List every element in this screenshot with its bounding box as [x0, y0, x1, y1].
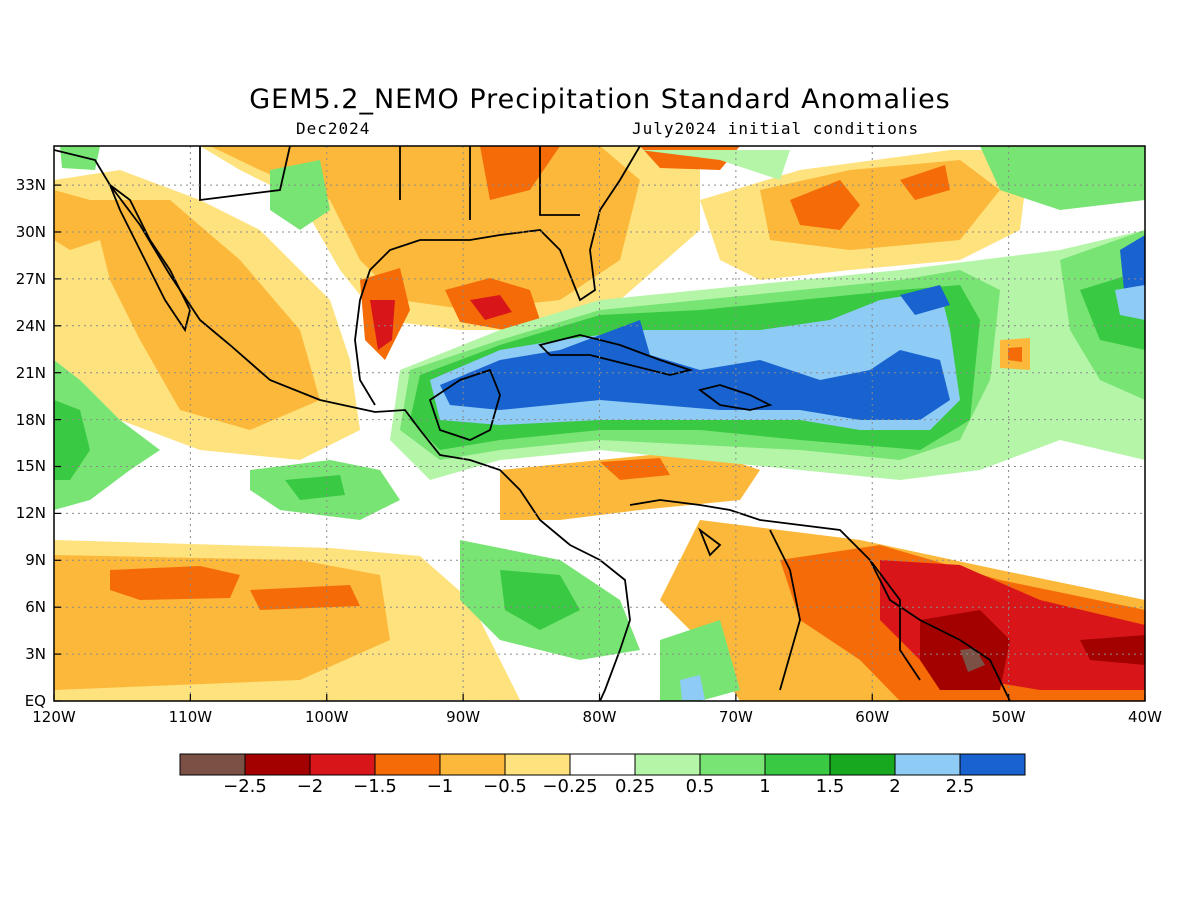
colorbar-label: 1 — [759, 776, 771, 797]
colorbar-swatch — [829, 753, 896, 776]
lat-label: 15N — [15, 457, 46, 476]
lat-label: 12N — [15, 504, 46, 523]
colorbar-label: −2 — [296, 776, 324, 797]
colorbar-swatch — [634, 753, 701, 776]
colorbar-label: 0.25 — [614, 776, 656, 797]
lat-label: EQ — [24, 692, 46, 710]
colorbar-swatch — [179, 753, 246, 776]
lat-label: 3N — [25, 645, 46, 664]
colorbar-label: −1.5 — [353, 776, 397, 797]
lon-label: 120W — [32, 708, 76, 726]
lon-label: 50W — [991, 708, 1026, 726]
lat-label: 27N — [15, 269, 46, 288]
lat-label: 6N — [25, 598, 46, 617]
lon-label: 110W — [168, 708, 213, 726]
colorbar-swatch — [699, 753, 766, 776]
lon-label: 70W — [718, 708, 753, 726]
colorbar-label: 2.5 — [945, 776, 975, 797]
colorbar-swatch — [504, 753, 571, 776]
colorbar-swatch — [959, 753, 1026, 776]
colorbar-label: −0.25 — [542, 776, 598, 797]
lat-label: 30N — [15, 222, 46, 241]
colorbar-swatch — [374, 753, 441, 776]
axis-ticks — [53, 184, 1146, 702]
forecast-month: Dec2024 — [296, 119, 371, 138]
colorbar-label: −0.5 — [483, 776, 527, 797]
colorbar-swatch — [764, 753, 831, 776]
colorbar-swatch — [309, 753, 376, 776]
lat-label: 9N — [25, 551, 46, 570]
colorbar-label: 0.5 — [685, 776, 715, 797]
lon-label: 60W — [855, 708, 890, 726]
lat-label: 18N — [15, 410, 46, 429]
gridlines — [54, 146, 1145, 701]
colorbar-swatch — [894, 753, 961, 776]
initial-conditions: July2024 initial conditions — [632, 119, 920, 138]
anomaly-field — [54, 146, 1145, 701]
colorbar-label: 1.5 — [815, 776, 845, 797]
lat-label: 33N — [15, 176, 46, 195]
map-title: GEM5.2_NEMO Precipitation Standard Anoma… — [249, 84, 951, 115]
colorbar-swatch — [569, 753, 636, 776]
lon-label: 80W — [582, 708, 617, 726]
colorbar-swatch — [439, 753, 506, 776]
colorbar-label: 2 — [889, 776, 901, 797]
lon-label: 100W — [305, 708, 349, 726]
lat-label: 21N — [15, 363, 46, 382]
colorbar-label: −2.5 — [223, 776, 267, 797]
lon-label: 90W — [446, 708, 481, 726]
lon-label: 40W — [1128, 708, 1162, 726]
colorbar-label: −1 — [426, 776, 454, 797]
colorbar — [179, 753, 1026, 776]
colorbar-swatch — [244, 753, 311, 776]
lat-label: 24N — [15, 316, 46, 335]
coastlines — [54, 146, 1011, 701]
